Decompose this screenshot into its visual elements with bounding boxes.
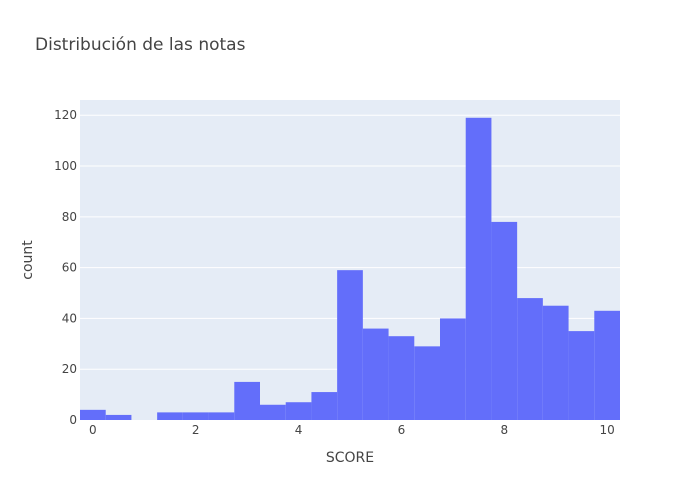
histogram-bar (105, 414, 132, 420)
x-tick-label: 2 (192, 423, 200, 437)
y-tick-label: 0 (69, 413, 77, 427)
histogram-bar (568, 331, 595, 420)
y-axis-ticks: 0 20 40 60 80 100 120 (54, 108, 77, 427)
histogram-bar (542, 305, 569, 420)
chart-title: Distribución de las notas (35, 35, 246, 55)
x-tick-label: 8 (500, 423, 508, 437)
histogram-bar (311, 392, 338, 420)
histogram-bar (260, 404, 286, 420)
histogram-bar (285, 402, 312, 420)
y-tick-label: 60 (62, 261, 77, 275)
y-tick-label: 40 (62, 311, 77, 325)
histogram-bar (362, 328, 389, 420)
histogram-bar (157, 412, 183, 420)
histogram-bar (234, 381, 260, 420)
y-tick-label: 100 (54, 159, 77, 173)
y-tick-label: 120 (54, 108, 77, 122)
histogram-bar (414, 346, 440, 420)
histogram-bars (80, 117, 620, 421)
histogram-bar (208, 412, 235, 420)
histogram-bar (517, 298, 543, 420)
y-axis-title: count (20, 240, 36, 280)
y-tick-label: 20 (62, 362, 77, 376)
histogram-bar (491, 221, 518, 420)
x-tick-label: 6 (398, 423, 406, 437)
x-tick-label: 0 (89, 423, 97, 437)
x-tick-label: 4 (295, 423, 303, 437)
x-axis-title: SCORE (326, 450, 374, 466)
histogram-bar (465, 117, 492, 421)
histogram-bar (182, 412, 209, 420)
histogram-bar (337, 270, 363, 420)
y-tick-label: 80 (62, 210, 77, 224)
histogram-bar (388, 336, 415, 420)
x-axis-ticks: 0 2 4 6 8 10 (89, 423, 615, 437)
histogram-bar (594, 310, 620, 420)
x-tick-label: 10 (600, 423, 615, 437)
histogram-bar (80, 409, 106, 420)
histogram-bar (440, 318, 466, 420)
